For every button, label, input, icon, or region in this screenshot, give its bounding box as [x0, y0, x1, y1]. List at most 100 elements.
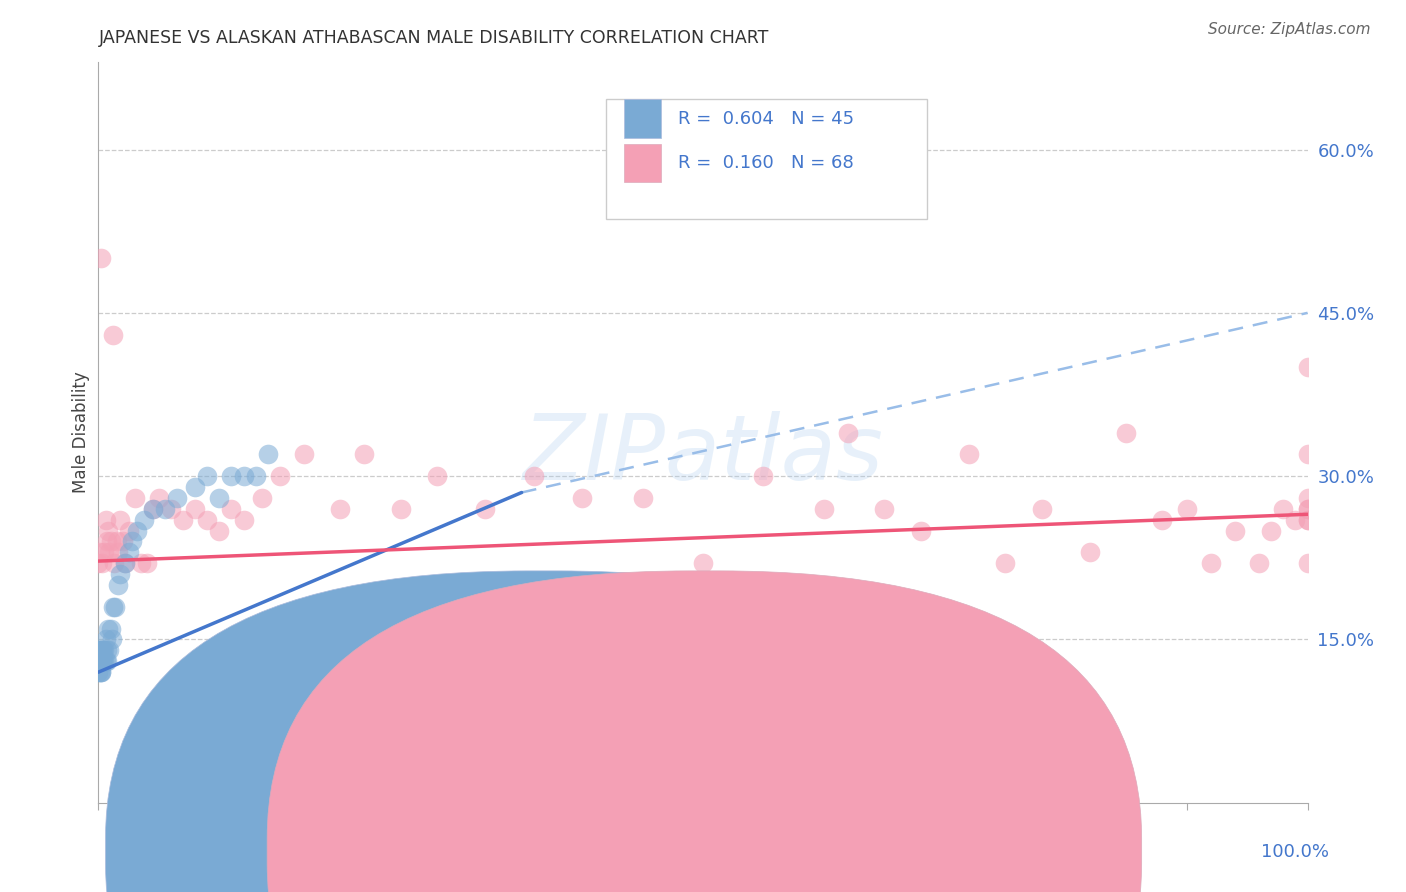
Text: ZIPatlas: ZIPatlas — [523, 411, 883, 499]
Point — [571, 491, 593, 505]
Point — [631, 491, 654, 505]
Point — [98, 545, 121, 559]
Point — [100, 534, 122, 549]
Point — [813, 501, 835, 516]
Point — [148, 491, 170, 505]
Point — [94, 632, 117, 647]
Y-axis label: Male Disability: Male Disability — [72, 372, 90, 493]
Text: 100.0%: 100.0% — [1261, 843, 1329, 861]
Point — [103, 556, 125, 570]
Text: R =  0.160   N = 68: R = 0.160 N = 68 — [678, 154, 853, 172]
Point — [1296, 513, 1319, 527]
Point — [91, 654, 114, 668]
Point — [208, 524, 231, 538]
Point — [1199, 556, 1222, 570]
Point — [129, 556, 152, 570]
Point — [101, 599, 124, 614]
Point — [1260, 524, 1282, 538]
Point — [1152, 513, 1174, 527]
Point — [184, 501, 207, 516]
Point — [232, 469, 254, 483]
Point — [100, 622, 122, 636]
Point — [90, 643, 112, 657]
Point — [93, 654, 115, 668]
Point — [121, 534, 143, 549]
Point — [523, 469, 546, 483]
Point — [118, 545, 141, 559]
Point — [89, 643, 111, 657]
Point — [1296, 360, 1319, 375]
Point — [752, 469, 775, 483]
Point — [474, 501, 496, 516]
Point — [118, 524, 141, 538]
Point — [107, 578, 129, 592]
Point — [1272, 501, 1295, 516]
Point — [96, 654, 118, 668]
Point — [87, 556, 110, 570]
Text: Alaskan Athabascans: Alaskan Athabascans — [731, 842, 922, 860]
Point — [195, 469, 218, 483]
Point — [142, 501, 165, 516]
Point — [91, 654, 114, 668]
Point — [221, 501, 243, 516]
Point — [1296, 491, 1319, 505]
Text: R =  0.604   N = 45: R = 0.604 N = 45 — [678, 110, 853, 128]
FancyBboxPatch shape — [606, 99, 927, 219]
Point — [94, 654, 117, 668]
Point — [1078, 545, 1101, 559]
Point — [87, 654, 110, 668]
Point — [1296, 447, 1319, 461]
Point — [89, 654, 111, 668]
Point — [292, 447, 315, 461]
Text: Source: ZipAtlas.com: Source: ZipAtlas.com — [1208, 22, 1371, 37]
Point — [1296, 501, 1319, 516]
Text: Japanese: Japanese — [569, 842, 651, 860]
Point — [1296, 513, 1319, 527]
Point — [329, 501, 352, 516]
Point — [91, 643, 114, 657]
Point — [195, 513, 218, 527]
Point — [108, 513, 131, 527]
Point — [124, 491, 146, 505]
Point — [93, 643, 115, 657]
Point — [232, 513, 254, 527]
Point — [107, 545, 129, 559]
Point — [89, 545, 111, 559]
Point — [98, 643, 121, 657]
Point — [1284, 513, 1306, 527]
Point — [160, 501, 183, 516]
Point — [96, 534, 118, 549]
Point — [90, 665, 112, 680]
Point — [837, 425, 859, 440]
Point — [389, 501, 412, 516]
Point — [221, 469, 243, 483]
Text: 0.0%: 0.0% — [105, 843, 150, 861]
Point — [91, 643, 114, 657]
Point — [104, 599, 127, 614]
Point — [91, 556, 114, 570]
Point — [89, 654, 111, 668]
Point — [97, 524, 120, 538]
Point — [153, 501, 176, 516]
Point — [108, 567, 131, 582]
Point — [142, 501, 165, 516]
Point — [1249, 556, 1271, 570]
Point — [957, 447, 980, 461]
Point — [89, 665, 111, 680]
Point — [994, 556, 1017, 570]
Point — [1296, 556, 1319, 570]
Point — [127, 524, 149, 538]
Point — [426, 469, 449, 483]
FancyBboxPatch shape — [624, 99, 661, 138]
Point — [1175, 501, 1198, 516]
Point — [269, 469, 291, 483]
Point — [114, 556, 136, 570]
Point — [873, 501, 896, 516]
Point — [692, 556, 714, 570]
Point — [1031, 501, 1053, 516]
Point — [87, 643, 110, 657]
Point — [90, 665, 112, 680]
Point — [101, 327, 124, 342]
Point — [87, 665, 110, 680]
Point — [166, 491, 188, 505]
